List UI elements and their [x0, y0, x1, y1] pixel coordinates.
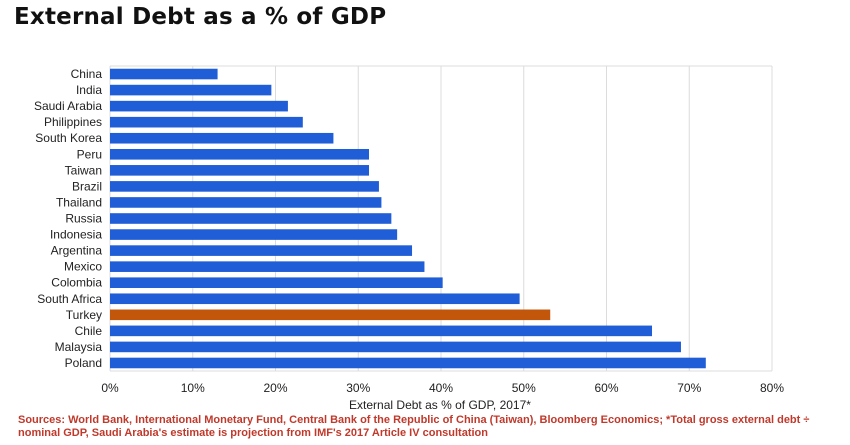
category-label-thailand: Thailand: [56, 195, 102, 209]
category-label-south-korea: South Korea: [35, 131, 102, 145]
category-label-indonesia: Indonesia: [50, 228, 102, 242]
category-label-russia: Russia: [65, 212, 102, 226]
bar-south-korea: [110, 132, 334, 144]
category-label-taiwan: Taiwan: [65, 163, 102, 177]
category-label-chile: Chile: [75, 324, 103, 338]
x-tick-label-80: 80%: [760, 381, 784, 395]
bar-argentina: [110, 245, 413, 256]
x-tick-label-60: 60%: [594, 381, 618, 395]
bar-turkey: [110, 309, 551, 321]
bar-mexico: [110, 261, 425, 272]
source-note: Sources: World Bank, International Monet…: [18, 414, 810, 439]
x-tick-label-10: 10%: [181, 381, 205, 395]
x-axis-title: External Debt as % of GDP, 2017*: [349, 398, 531, 412]
category-label-poland: Poland: [65, 356, 102, 370]
category-labels: China India Saudi Arabia Philippines South K…: [34, 67, 102, 370]
category-label-turkey: Turkey: [66, 308, 102, 322]
bar-saudi-arabia: [110, 100, 288, 112]
bar-malaysia: [110, 341, 681, 353]
bar-china: [110, 68, 218, 80]
category-label-mexico: Mexico: [64, 260, 102, 274]
bar-poland: [110, 357, 706, 369]
category-label-argentina: Argentina: [51, 244, 103, 258]
x-tick-labels: 0% 10% 20% 30% 40% 50% 60% 70% 80%: [101, 381, 784, 395]
category-label-saudi-arabia: Saudi Arabia: [34, 99, 102, 113]
x-tick-label-40: 40%: [429, 381, 453, 395]
category-label-colombia: Colombia: [51, 276, 102, 290]
category-label-philippines: Philippines: [44, 115, 102, 129]
bar-russia: [110, 213, 392, 224]
category-label-brazil: Brazil: [72, 179, 102, 193]
category-label-china: China: [71, 67, 103, 81]
bar-india: [110, 84, 272, 96]
x-tick-label-0: 0%: [101, 381, 119, 395]
bar-philippines: [110, 116, 303, 128]
category-label-peru: Peru: [77, 147, 102, 161]
bar-peru: [110, 148, 370, 160]
bar-indonesia: [110, 229, 398, 240]
bar-taiwan: [110, 165, 370, 176]
chart-title: External Debt as a % of GDP: [14, 4, 387, 30]
category-label-india: India: [76, 83, 102, 97]
x-tick-label-50: 50%: [512, 381, 536, 395]
x-tick-label-70: 70%: [677, 381, 701, 395]
x-tick-label-30: 30%: [346, 381, 370, 395]
category-label-south-africa: South Africa: [37, 292, 102, 306]
bars: [110, 68, 706, 369]
x-tick-label-20: 20%: [263, 381, 287, 395]
bar-chile: [110, 325, 653, 337]
bar-south-africa: [110, 293, 520, 305]
bar-colombia: [110, 277, 443, 289]
bar-thailand: [110, 197, 382, 208]
category-label-malaysia: Malaysia: [55, 340, 103, 354]
bar-brazil: [110, 181, 379, 192]
